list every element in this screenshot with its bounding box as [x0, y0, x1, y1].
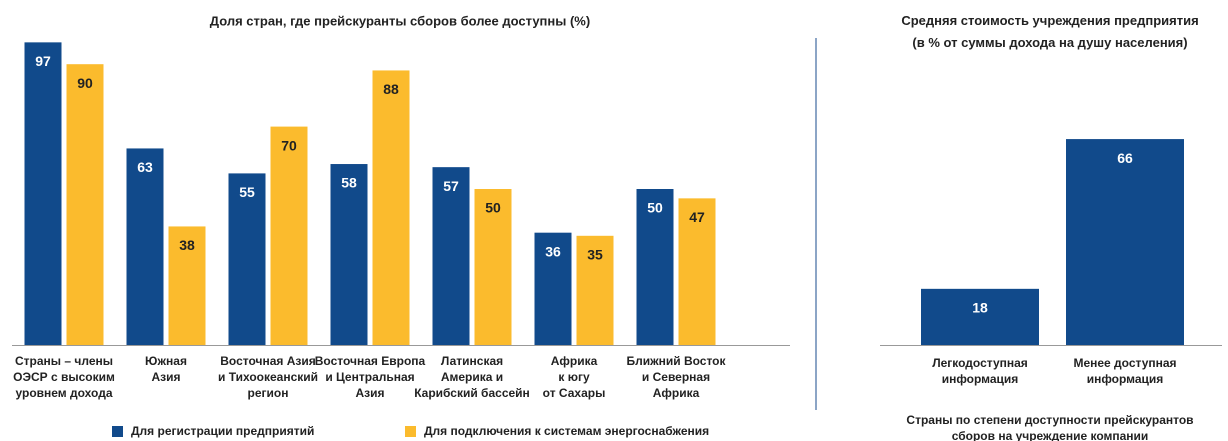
bar — [678, 198, 716, 345]
x-tick-label: Страны – члены ОЭСР с высоким уровнем дохо… — [13, 354, 115, 400]
x-tick-label: Восточная Азия и Тихоокеанский регион — [218, 354, 318, 400]
bar — [1066, 139, 1184, 345]
bar — [330, 164, 368, 345]
x-tick-label: Менее доступная информация — [1073, 356, 1176, 386]
x-tick-label: Африка к югу от Сахары — [543, 354, 606, 400]
data-label: 57 — [443, 178, 459, 194]
data-label: 35 — [587, 247, 603, 263]
data-label: 63 — [137, 159, 153, 175]
legend-swatch — [405, 426, 416, 437]
data-label: 50 — [647, 200, 663, 216]
bar — [270, 126, 308, 345]
bar — [432, 167, 470, 345]
data-label: 58 — [341, 175, 357, 191]
data-label: 88 — [383, 81, 399, 97]
bar — [66, 64, 104, 345]
bar — [576, 235, 614, 345]
bar — [372, 70, 410, 345]
data-label: 97 — [35, 53, 51, 69]
bar — [921, 288, 1039, 345]
bar — [24, 42, 62, 346]
x-tick-label: Ближний Восток и Северная Африка — [626, 354, 726, 400]
data-label: 70 — [281, 137, 297, 153]
bar — [228, 173, 266, 345]
data-label: 18 — [972, 300, 988, 316]
data-label: 38 — [179, 237, 195, 253]
x-tick-label: Легкодоступная информация — [932, 356, 1028, 386]
x-axis-label: Страны по степени доступности прейскуран… — [906, 413, 1193, 441]
data-label: 66 — [1117, 150, 1133, 166]
data-label: 36 — [545, 243, 561, 259]
chart-title: Средняя стоимость учреждения предприятия… — [901, 13, 1198, 50]
legend-label: Для регистрации предприятий — [131, 424, 314, 438]
data-label: 90 — [77, 75, 93, 91]
chart-title: Доля стран, где прейскуранты сборов боле… — [210, 13, 590, 28]
bar — [534, 232, 572, 345]
legend-label: Для подключения к системам энергоснабжен… — [424, 424, 709, 438]
legend-swatch — [112, 426, 123, 437]
bar — [474, 189, 512, 345]
data-label: 55 — [239, 184, 255, 200]
data-label: 47 — [689, 209, 705, 225]
x-tick-label: Латинская Америка и Карибский бассейн — [414, 354, 530, 400]
bar — [168, 226, 206, 345]
data-label: 50 — [485, 200, 501, 216]
bar — [126, 148, 164, 345]
x-tick-label: Восточная Европа и Центральная Азия — [315, 354, 426, 400]
x-tick-label: Южная Азия — [145, 354, 187, 384]
bar — [636, 189, 674, 345]
